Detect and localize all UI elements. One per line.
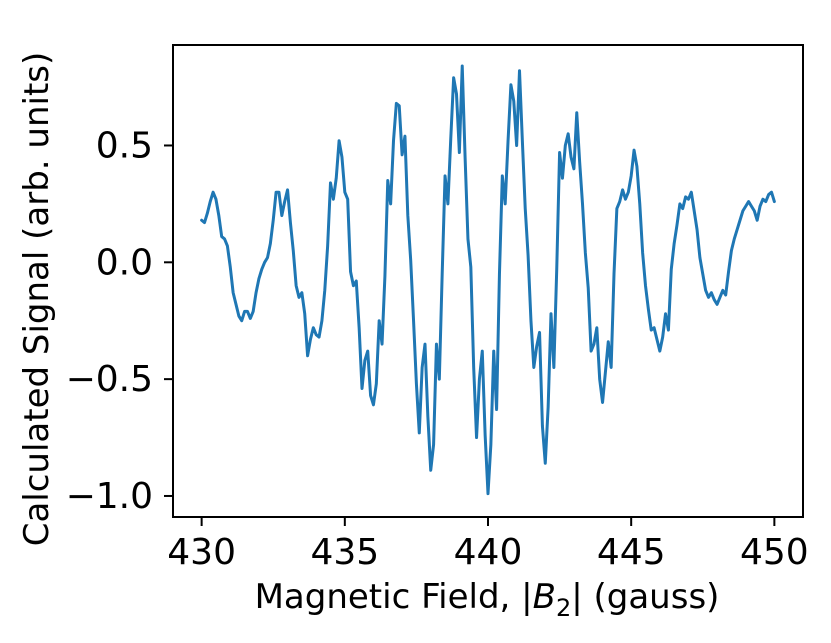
x-tick-label: 435: [310, 532, 379, 573]
x-tick-label: 445: [597, 532, 666, 573]
y-axis-label: Calculated Signal (arb. units): [17, 52, 57, 547]
x-tick-label: 450: [740, 532, 809, 573]
x-tick-label: 440: [454, 532, 523, 573]
series-layer: [200, 64, 776, 496]
x-axis-label: Magnetic Field, |B2| (gauss): [255, 577, 720, 622]
x-axis-label-symbol: B: [533, 577, 556, 617]
y-ticks-layer: 0.5 0.0 −0.5 −1.0: [66, 125, 173, 517]
x-ticks-layer: 430 435 440 445 450: [167, 517, 809, 573]
y-tick-label: 0.0: [96, 242, 153, 283]
x-axis-label-prefix: Magnetic Field, |: [255, 577, 533, 617]
x-axis-label-suffix: | (gauss): [571, 577, 719, 617]
y-tick-label: −1.0: [66, 476, 153, 517]
x-tick-label: 430: [167, 532, 236, 573]
plot-frame: [172, 44, 804, 518]
y-tick-label: −0.5: [66, 359, 153, 400]
x-axis-label-subscript: 2: [556, 594, 571, 622]
signal-series-line: [200, 64, 776, 496]
y-tick-label: 0.5: [96, 125, 153, 166]
